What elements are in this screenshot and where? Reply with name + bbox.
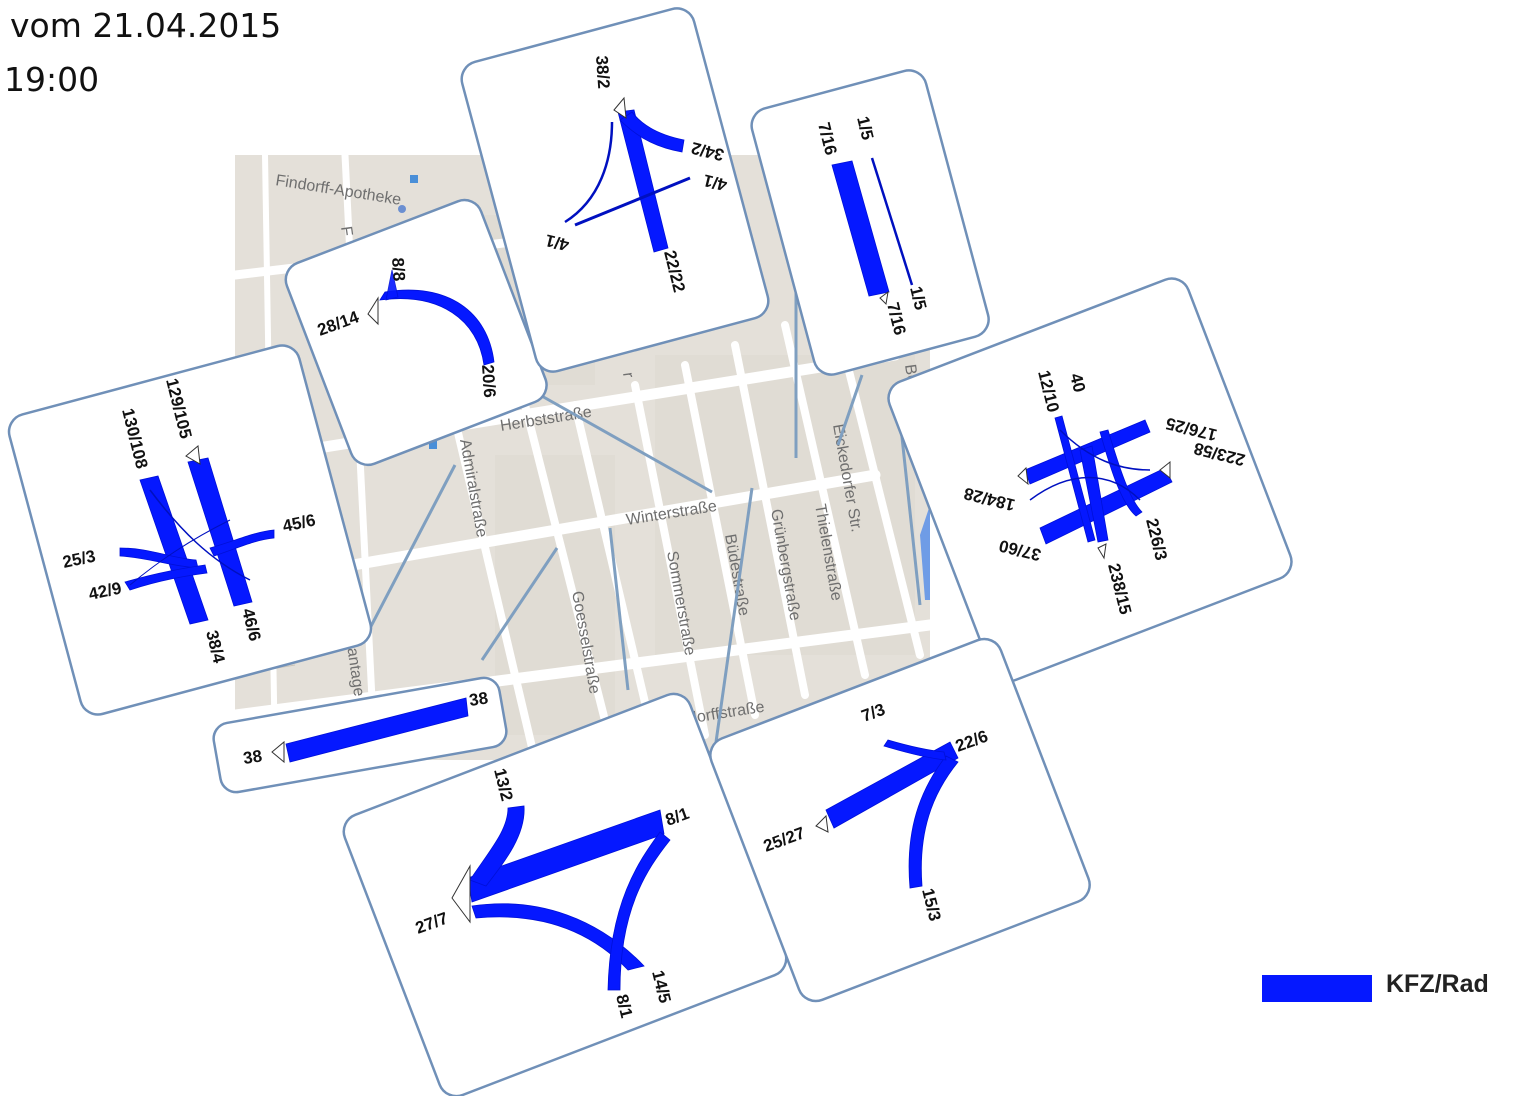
panel-herbst-admiral: 8/8 28/14 20/6 xyxy=(284,198,548,467)
p6-w: 38 xyxy=(242,747,263,768)
panel-single-bar: 38 38 xyxy=(212,676,508,794)
legend-swatch xyxy=(1262,975,1372,1002)
panel-top-cross: 38/2 34/2 4/1 4/1 22/22 xyxy=(460,7,770,373)
panel-bottom-right: 7/3 22/6 25/27 15/3 xyxy=(709,637,1091,1003)
p2-top: 38/2 xyxy=(592,55,613,89)
label-fragment-f: F xyxy=(337,225,355,237)
p1-se: 20/6 xyxy=(478,364,499,398)
panel-top-right: 7/16 1/5 1/5 7/16 xyxy=(750,69,990,376)
header-time: 19:00 xyxy=(4,60,100,99)
panel-right-cross: 12/10 40 176/25 223/58 184/28 37/60 238/… xyxy=(887,277,1293,683)
legend-label: KFZ/Rad xyxy=(1386,970,1489,998)
label-fragment-r: r xyxy=(619,371,637,379)
header-date: vom 21.04.2015 xyxy=(10,6,282,45)
p1-n: 8/8 xyxy=(388,257,409,282)
panel-bottom-center: 13/2 8/1 27/7 14/5 8/1 xyxy=(342,692,788,1096)
p5-b: 40 xyxy=(1066,371,1089,394)
panel-left-cross: 129/105 130/108 45/6 25/3 42/9 46/6 38/4 xyxy=(7,344,373,716)
p6-e: 38 xyxy=(468,689,489,710)
